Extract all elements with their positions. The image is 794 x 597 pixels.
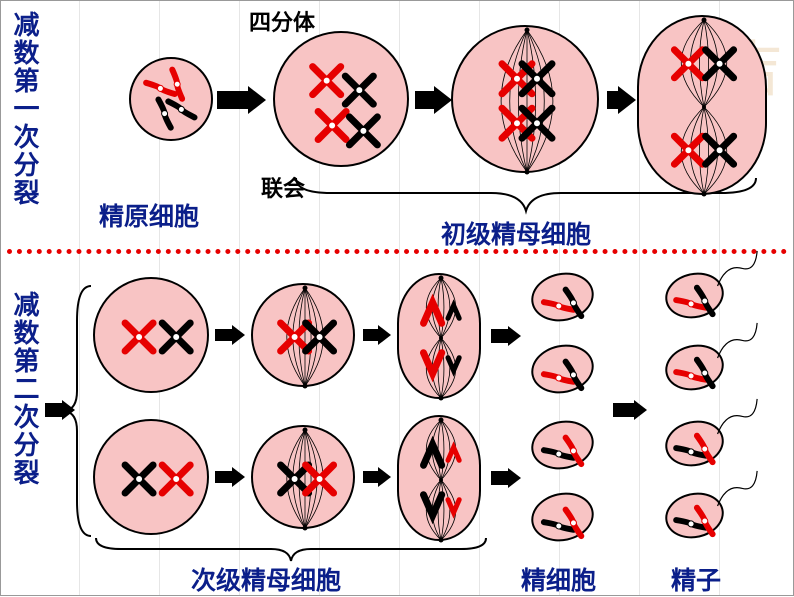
row2-cell-1 [251,283,355,387]
label-sperm: 精子 [671,561,721,597]
label-spermatogonium: 精原细胞 [99,197,199,233]
row2-cell-2 [397,273,481,399]
label-primary-spermatocyte: 初级精母细胞 [441,215,591,251]
row2-cell-5 [397,415,481,541]
row2-arrow-4 [215,471,233,483]
row1-arrow-0 [217,91,249,109]
row2-arrow-0 [45,403,63,417]
row1-cell-1 [273,31,409,167]
row1-cell-0 [129,57,213,141]
row1-arrow-1 [415,91,435,109]
row2-cell-0 [93,277,209,393]
row2-arrow-7 [613,403,635,417]
row2-arrow-6 [491,471,509,485]
row2-cell-4 [251,425,355,529]
row2-arrow-2 [363,329,379,341]
label-meiosis-2: 减数第二次分裂 [7,291,44,487]
row1-arrow-2 [607,91,619,109]
row1-cell-2 [451,25,599,173]
row2-arrow-1 [215,329,233,341]
section-divider [7,249,787,254]
label-secondary-spermatocyte: 次级精母细胞 [191,561,341,597]
label-meiosis-1: 减数第一次分裂 [7,11,44,207]
row2-arrow-5 [363,471,379,483]
label-spermatid: 精细胞 [521,561,596,597]
row2-cell-3 [93,419,209,535]
row2-arrow-3 [491,329,509,343]
row1-cell-3 [637,15,767,195]
